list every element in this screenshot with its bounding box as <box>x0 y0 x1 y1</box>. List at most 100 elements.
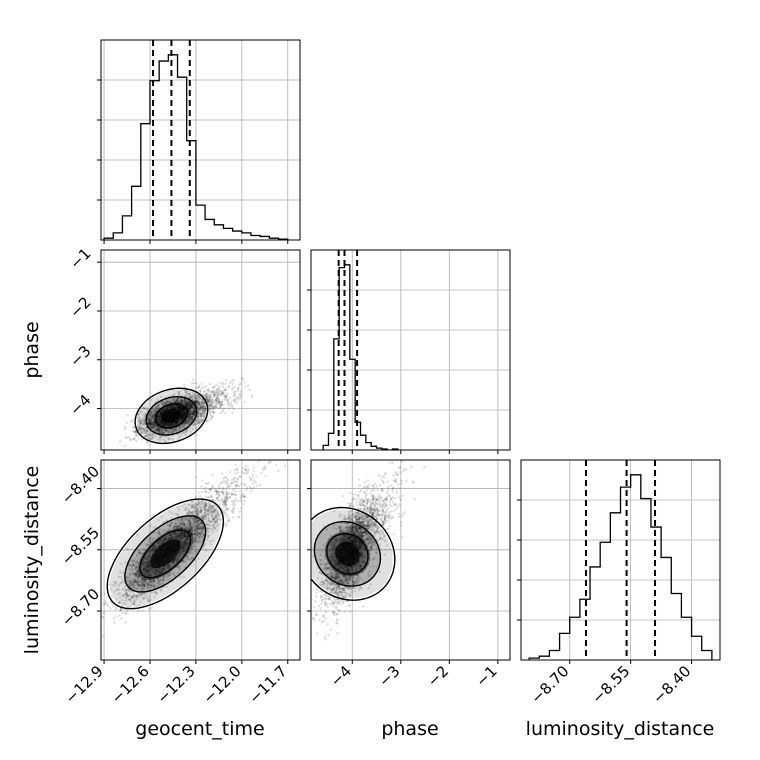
sample-point <box>224 412 227 415</box>
sample-point <box>155 423 158 427</box>
sample-point <box>187 407 190 410</box>
sample-point <box>175 420 179 423</box>
sample-point <box>160 412 164 415</box>
sample-point <box>200 406 204 409</box>
sample-point <box>164 402 167 405</box>
sample-point <box>188 392 191 395</box>
sample-point <box>198 402 201 405</box>
sample-point <box>176 404 179 408</box>
sample-point <box>170 422 173 426</box>
sample-point <box>177 391 180 395</box>
sample-point <box>217 402 221 405</box>
sample-point <box>208 419 211 422</box>
sample-point <box>262 468 265 472</box>
sample-point <box>217 396 220 400</box>
sample-point <box>148 413 151 417</box>
sample-point <box>184 411 187 414</box>
sample-point <box>146 428 149 432</box>
sample-point <box>260 471 263 475</box>
sample-point <box>187 400 190 404</box>
sample-point <box>182 413 185 417</box>
sample-point <box>188 412 192 415</box>
sample-point <box>192 413 196 416</box>
sample-point <box>182 432 186 435</box>
sample-point <box>189 404 193 407</box>
sample-point <box>190 410 193 414</box>
sample-point <box>142 419 145 423</box>
sample-point <box>153 421 156 424</box>
sample-point <box>181 412 184 416</box>
sample-point <box>171 404 175 407</box>
sample-point <box>151 421 154 424</box>
sample-point <box>214 487 217 491</box>
sample-point <box>179 405 182 408</box>
sample-point <box>164 422 167 426</box>
sample-point <box>158 419 161 423</box>
sample-point <box>161 411 164 414</box>
sample-point <box>188 405 191 408</box>
sample-point <box>172 429 175 432</box>
sample-point <box>179 434 182 438</box>
sample-point <box>164 422 167 425</box>
sample-point <box>224 388 228 391</box>
sample-point <box>174 406 178 410</box>
sample-point <box>163 409 166 412</box>
sample-point <box>185 405 188 408</box>
sample-point <box>147 415 150 418</box>
sample-point <box>182 417 185 420</box>
sample-point <box>184 404 188 408</box>
sample-point <box>169 423 173 426</box>
sample-point <box>223 407 227 410</box>
sample-point <box>143 422 146 425</box>
sample-point <box>170 406 173 409</box>
sample-point <box>136 609 140 612</box>
sample-point <box>219 404 222 407</box>
sample-point <box>233 469 237 472</box>
sample-point <box>193 410 196 413</box>
sample-point <box>184 421 187 425</box>
sample-point <box>209 413 212 417</box>
sample-point <box>191 417 195 421</box>
sample-point <box>219 400 222 404</box>
sample-point <box>219 405 223 408</box>
sample-point <box>171 423 174 426</box>
sample-point <box>189 402 192 405</box>
sample-point <box>133 437 136 441</box>
sample-point <box>214 389 218 392</box>
sample-point <box>150 426 153 429</box>
sample-point <box>178 405 182 408</box>
sample-point <box>195 396 198 400</box>
sample-point <box>139 431 143 434</box>
sample-point <box>163 422 166 425</box>
sample-point <box>157 416 160 419</box>
sample-point <box>150 437 153 440</box>
sample-point <box>183 423 186 426</box>
sample-point <box>159 412 163 415</box>
sample-point <box>187 420 190 423</box>
sample-point <box>153 429 156 432</box>
sample-point <box>167 423 171 426</box>
sample-point <box>164 427 168 431</box>
sample-point <box>192 408 196 412</box>
sample-point <box>193 399 197 402</box>
sample-point <box>148 419 152 422</box>
sample-point <box>182 410 185 414</box>
sample-point <box>150 434 153 438</box>
sample-point <box>206 400 210 404</box>
sample-point <box>197 409 200 413</box>
sample-point <box>159 420 163 424</box>
sample-point <box>198 418 201 421</box>
sample-point <box>147 421 151 424</box>
sample-point <box>178 425 182 429</box>
sample-point <box>183 415 186 419</box>
sample-point <box>162 422 165 426</box>
sample-point <box>170 405 173 408</box>
sample-point <box>198 406 201 410</box>
sample-point <box>195 400 199 403</box>
sample-point <box>183 421 187 424</box>
sample-point <box>184 389 188 392</box>
sample-point <box>220 400 224 404</box>
sample-point <box>183 402 187 405</box>
sample-point <box>165 401 168 404</box>
sample-point <box>195 400 198 404</box>
